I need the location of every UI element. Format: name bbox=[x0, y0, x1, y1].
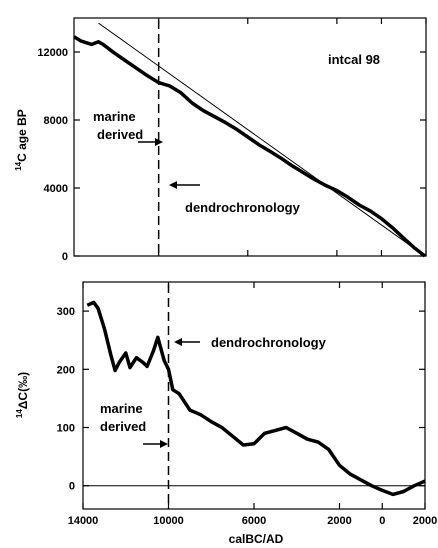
bottom-ytick-label: 100 bbox=[57, 423, 75, 435]
top-ytick-label: 4000 bbox=[44, 183, 68, 195]
top-annotation-marine-2: derived bbox=[97, 127, 143, 142]
bottom-annotation-dendro: dendrochronology bbox=[211, 335, 327, 350]
bottom-annotation-marine-1: marine bbox=[100, 401, 143, 416]
bottom-ytick-labels: 0 100 200 300 bbox=[57, 306, 75, 493]
top-arrow-marine bbox=[138, 138, 163, 146]
bottom-arrow-marine bbox=[143, 440, 168, 448]
top-arrow-dendro bbox=[169, 181, 200, 189]
bottom-plot-frame bbox=[82, 281, 426, 510]
bottom-ylabel: 14ΔC(‰) bbox=[15, 372, 30, 418]
bottom-arrow-dendro bbox=[174, 338, 200, 346]
top-ylabel: 14C age BP bbox=[14, 109, 29, 171]
bottom-xlabel: calBC/AD bbox=[229, 532, 284, 546]
bottom-xtick-label: 10000 bbox=[153, 515, 184, 527]
bottom-xtick-label: 6000 bbox=[242, 515, 266, 527]
bottom-xtick-labels: 14000 10000 6000 2000 0 2000 bbox=[68, 515, 438, 527]
bottom-xtick-label: 14000 bbox=[68, 515, 99, 527]
top-ytick-label: 8000 bbox=[44, 115, 68, 127]
top-plot-frame bbox=[73, 17, 427, 257]
bottom-panel: 0 100 200 300 14000 10000 6000 2000 0 2000 dendr… bbox=[15, 281, 438, 546]
top-ytick-label: 0 bbox=[62, 251, 68, 263]
bottom-xtick-label: 2000 bbox=[413, 515, 437, 527]
bottom-xtick-label: 2000 bbox=[327, 515, 351, 527]
bottom-thick-line bbox=[86, 300, 426, 497]
top-thick-line bbox=[73, 35, 426, 258]
bottom-ytick-label: 300 bbox=[57, 306, 75, 318]
top-annotation-dendro: dendrochronology bbox=[185, 200, 301, 215]
bottom-xtick-label: 0 bbox=[379, 515, 385, 527]
bottom-ytick-label: 200 bbox=[57, 364, 75, 376]
bottom-annotation-marine-2: derived bbox=[100, 419, 146, 434]
top-annotation-intcal: intcal 98 bbox=[328, 52, 380, 67]
top-ytick-labels: 0 4000 8000 12000 bbox=[37, 47, 68, 263]
bottom-ticks bbox=[82, 282, 426, 509]
top-annotation-marine-1: marine bbox=[93, 109, 136, 124]
top-thin-line bbox=[98, 22, 426, 257]
bottom-ytick-label: 0 bbox=[69, 481, 75, 493]
top-ytick-label: 12000 bbox=[37, 47, 68, 59]
